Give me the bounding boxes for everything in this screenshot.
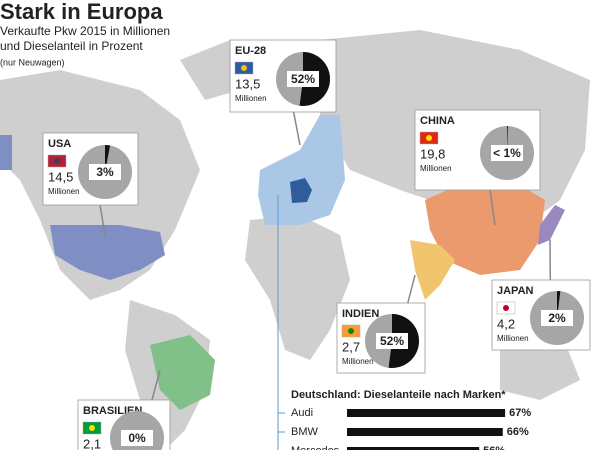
bar-label: 67% — [509, 407, 531, 419]
flag-emblem — [348, 328, 354, 334]
bar — [347, 428, 503, 436]
subtitle: Verkaufte Pkw 2015 in Millionen — [0, 24, 170, 38]
pie-label: 3% — [96, 165, 114, 179]
pie-label: 52% — [380, 334, 404, 348]
unit: Millionen — [235, 94, 267, 103]
region-callout: USA 14,5 Millionen 3% — [42, 132, 139, 236]
flag-emblem — [89, 425, 95, 431]
pointer — [292, 111, 301, 146]
brand-name: BMW — [291, 426, 319, 438]
pie-label-bg — [89, 164, 121, 180]
brand-name: Audi — [291, 407, 313, 419]
sales: 2,1 — [83, 436, 101, 450]
flag-emblem — [503, 305, 509, 311]
bar-label: 66% — [507, 426, 529, 438]
pie-label-bg — [491, 145, 523, 161]
subtitle: und Dieselanteil in Prozent — [0, 39, 143, 53]
sales: 19,8 — [420, 146, 445, 161]
pie-label-bg — [541, 310, 573, 326]
region-name: EU-28 — [235, 45, 266, 57]
pie-label-bg — [376, 333, 408, 349]
region-callout: JAPAN 4,2 Millionen 2% — [491, 239, 591, 351]
flag-emblem — [54, 158, 60, 164]
unit: Millionen — [420, 164, 452, 173]
region-name: JAPAN — [497, 285, 534, 297]
region-callout: CHINA 19,8 Millionen < 1% — [414, 109, 541, 226]
region-callout: EU-28 13,5 Millionen 52% — [229, 39, 337, 146]
pie-label-bg — [121, 430, 153, 446]
flag-emblem — [241, 65, 247, 71]
pie-label: < 1% — [493, 146, 521, 160]
title: Stark in Europa — [0, 0, 163, 24]
brand-name: Mercedes — [291, 445, 340, 450]
bar — [347, 409, 506, 417]
bar-label: 56% — [483, 445, 505, 450]
unit: Millionen — [48, 187, 80, 196]
pie-label: 2% — [548, 311, 566, 325]
sales: 4,2 — [497, 316, 515, 331]
bar — [347, 447, 480, 450]
sales: 13,5 — [235, 76, 260, 91]
pie-label-bg — [287, 71, 319, 87]
pie-label: 52% — [291, 72, 315, 86]
pointer — [489, 189, 496, 226]
unit: Millionen — [342, 357, 374, 366]
region-name: USA — [48, 138, 71, 150]
unit: Millionen — [497, 334, 529, 343]
brands-title: Deutschland: Dieselanteile nach Marken* — [291, 389, 506, 401]
pointer — [99, 204, 106, 236]
region-name: INDIEN — [342, 308, 379, 320]
sales: 2,7 — [342, 339, 360, 354]
region-name: CHINA — [420, 115, 455, 127]
flag-emblem — [426, 135, 432, 141]
highlighted-countries — [0, 115, 565, 410]
sales: 14,5 — [48, 169, 73, 184]
note: (nur Neuwagen) — [0, 57, 65, 67]
region-callout: INDIEN 2,7 Millionen 52% — [336, 274, 426, 374]
pie-label: 0% — [128, 431, 146, 445]
